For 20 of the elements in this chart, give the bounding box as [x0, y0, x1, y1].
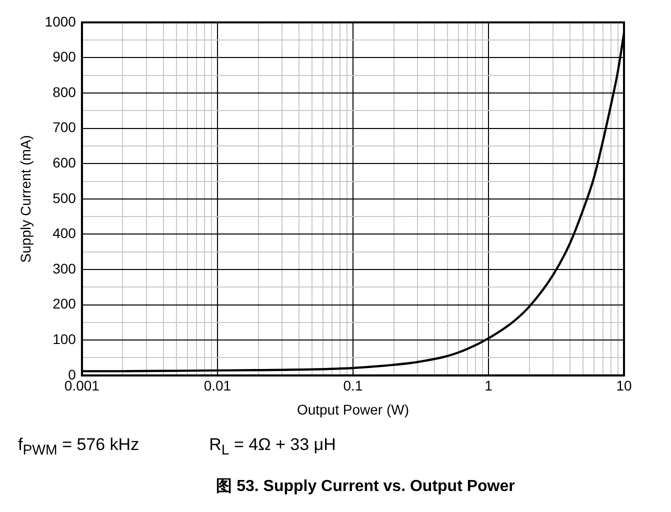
- y-tick-label: 400: [52, 225, 76, 242]
- x-axis-title: Output Power (W): [296, 401, 409, 418]
- y-tick-label: 900: [52, 48, 76, 65]
- y-tick-label: 0: [68, 366, 76, 382]
- y-tick-label: 700: [52, 119, 76, 136]
- x-tick-label: 1: [484, 378, 493, 394]
- y-tick-label: 500: [52, 190, 76, 206]
- text: f$_{PWM}$ = 576 kHz: [18, 435, 140, 458]
- text: 图 53. Supply Current vs. Output Power: [215, 477, 516, 498]
- y-tick-label: 300: [52, 260, 76, 276]
- x-tick-label: 0.1: [343, 378, 363, 394]
- y-tick-label: 1000: [44, 13, 76, 30]
- x-tick-label: 0.01: [204, 378, 232, 394]
- y-tick-label: 200: [52, 296, 76, 312]
- x-tick-label: 10: [616, 378, 632, 394]
- y-tick-label: 800: [52, 84, 76, 100]
- y-axis-title: Supply Current (mA): [17, 135, 34, 263]
- y-tick-label: 100: [52, 330, 76, 347]
- y-tick-label: 600: [52, 154, 76, 170]
- text: R$_{L}$ = 4Ω + 33 μH: [209, 435, 336, 458]
